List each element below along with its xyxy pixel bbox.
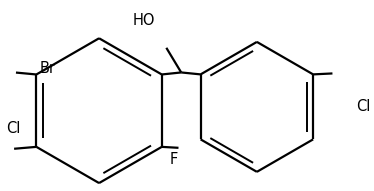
Text: Br: Br bbox=[40, 61, 56, 75]
Text: Cl: Cl bbox=[6, 121, 20, 136]
Text: F: F bbox=[170, 151, 178, 167]
Text: HO: HO bbox=[132, 13, 155, 28]
Text: Cl: Cl bbox=[356, 99, 371, 114]
